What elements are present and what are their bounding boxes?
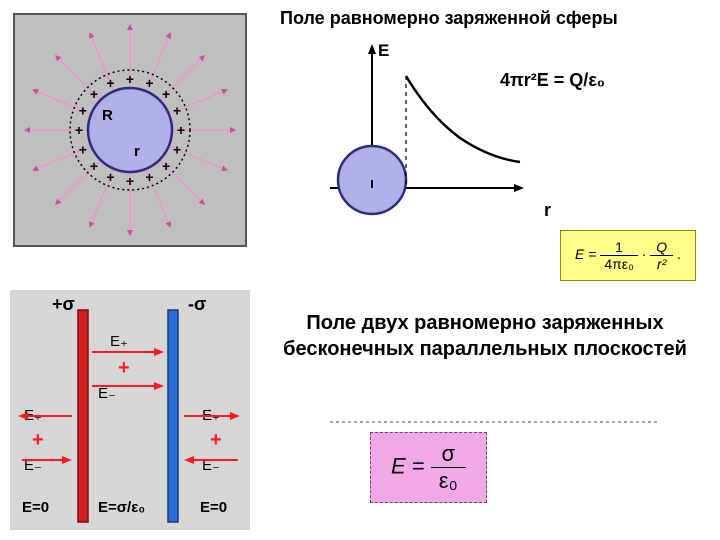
inner-circle (88, 88, 172, 172)
right-plus: + (210, 429, 222, 451)
r-axis-label: r (544, 200, 551, 221)
sfb-eq: = (412, 453, 431, 478)
e-formula-box: E = 1 4πε₀ · Q r² . (560, 230, 696, 281)
svg-text:+: + (75, 122, 83, 138)
svg-text:+: + (79, 102, 87, 118)
sfb-top: σ (431, 443, 466, 468)
svg-text:+: + (173, 102, 181, 118)
e-mid: E=σ/ε₀ (98, 499, 145, 516)
mid-eminus: E₋ (98, 385, 116, 402)
gauss-formula: 4πr²E = Q/ε₀ (500, 70, 605, 91)
label-R: R (102, 107, 113, 124)
e-graph: E (300, 40, 530, 220)
svg-text:+: + (162, 86, 170, 102)
svg-text:+: + (126, 173, 134, 189)
sfb-bot: ε₀ (431, 468, 466, 492)
mid-plus: + (118, 357, 130, 379)
y-arrow (368, 44, 376, 54)
label-r: r (134, 143, 140, 160)
efb-lhs: E (575, 246, 584, 262)
svg-text:+: + (145, 75, 153, 91)
efb-dot: · (642, 246, 651, 262)
svg-text:+: + (90, 86, 98, 102)
svg-text:+: + (79, 142, 87, 158)
sfb-lhs: E (391, 453, 406, 478)
efb-f1t: 1 (600, 239, 638, 256)
efb-f2b: r² (650, 256, 673, 272)
dash-line-top (330, 420, 660, 424)
efb-eq: = (588, 246, 600, 262)
e0-right: E=0 (200, 499, 227, 516)
svg-text:+: + (162, 158, 170, 174)
title-planes: Поле двух равномерно заряженных бесконеч… (270, 310, 700, 362)
svg-text:+: + (126, 71, 134, 87)
svg-text:+: + (106, 169, 114, 185)
x-arrow (514, 184, 524, 192)
sphere-diagram: ++++++++++++++++ R r (10, 10, 250, 250)
sigma-formula-box: E = σ ε₀ (370, 432, 487, 503)
planes-diagram: +σ -σ E₊ + E₋ E₊ + E₋ E₊ + E₋ E=0 E=σ/ε₀… (10, 290, 250, 530)
efb-f2t: Q (650, 239, 673, 256)
title-sphere: Поле равномерно заряженной сферы (280, 8, 710, 29)
mid-eplus: E₊ (110, 333, 128, 350)
positive-plate (78, 310, 88, 522)
svg-text:+: + (173, 142, 181, 158)
svg-text:+: + (90, 158, 98, 174)
negative-plate (168, 310, 178, 522)
svg-text:+: + (177, 122, 185, 138)
e0-left: E=0 (22, 499, 49, 516)
efb-tail: . (677, 246, 681, 262)
svg-text:+: + (145, 169, 153, 185)
svg-text:+: + (106, 75, 114, 91)
sigma-plus: +σ (52, 294, 75, 314)
left-plus: + (32, 429, 44, 451)
sigma-minus: -σ (188, 294, 206, 314)
efb-f1b: 4πε₀ (600, 256, 638, 272)
e-axis-label: E (378, 41, 389, 60)
